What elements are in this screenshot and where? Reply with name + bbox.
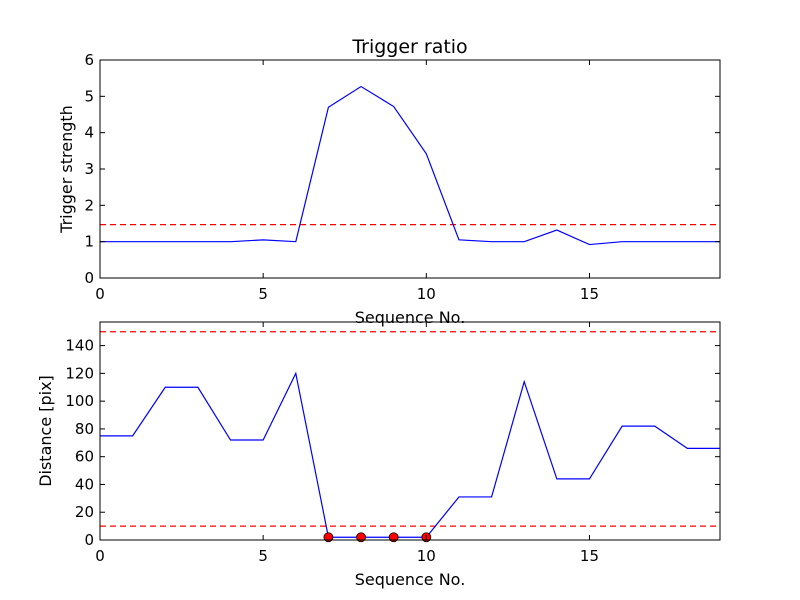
x-tick-label: 10: [417, 547, 436, 565]
y-axis-label: Distance [pix]: [36, 375, 55, 487]
y-tick-label: 40: [75, 475, 94, 493]
data-point: [323, 532, 334, 543]
y-tick-label: 4: [84, 124, 94, 142]
y-axis-label: Trigger strength: [57, 105, 76, 234]
chart-panel-1: [99, 59, 721, 279]
series-line: [100, 85, 720, 246]
y-tick-label: 0: [84, 531, 94, 549]
x-tick-label: 5: [258, 285, 268, 303]
y-tick-label: 80: [75, 420, 94, 438]
chart-panel-2: [99, 321, 721, 543]
y-tick-label: 3: [84, 160, 94, 178]
y-tick-label: 120: [65, 364, 94, 382]
x-tick-label: 0: [95, 285, 105, 303]
x-tick-label: 10: [417, 285, 436, 303]
plot-area: [100, 85, 720, 246]
x-tick-label: 15: [580, 285, 599, 303]
x-tick-label: 15: [580, 547, 599, 565]
y-tick-label: 100: [65, 392, 94, 410]
axes-frame: [99, 321, 721, 541]
data-point: [356, 532, 366, 543]
y-tick-label: 0: [84, 269, 94, 287]
chart-title: Trigger ratio: [351, 36, 467, 58]
y-tick-label: 1: [84, 233, 94, 251]
y-tick-label: 60: [75, 448, 94, 466]
y-tick-label: 5: [84, 87, 94, 105]
plot-area: [100, 331, 720, 538]
x-tick-label: 0: [95, 547, 105, 565]
x-axis-label: Sequence No.: [355, 308, 466, 327]
y-tick-label: 6: [84, 51, 94, 69]
y-tick-label: 140: [65, 337, 94, 355]
x-tick-label: 5: [258, 547, 268, 565]
x-axis-label: Sequence No.: [355, 570, 466, 589]
series-line: [100, 371, 720, 538]
y-tick-label: 20: [75, 503, 94, 521]
y-tick-label: 2: [84, 196, 94, 214]
data-point: [388, 532, 399, 543]
